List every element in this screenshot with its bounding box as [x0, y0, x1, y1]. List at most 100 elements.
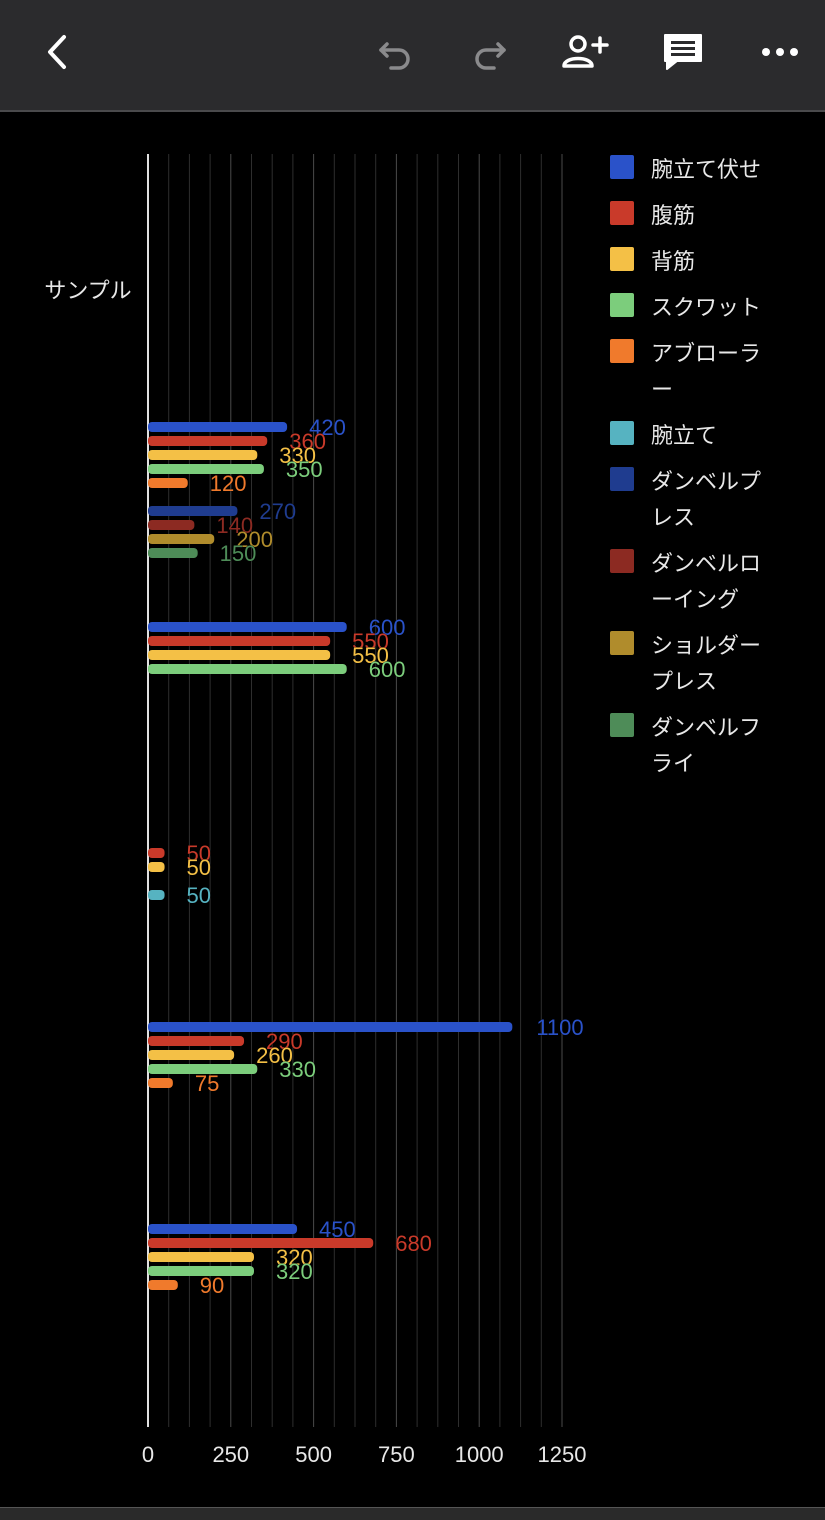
- bar: [148, 534, 215, 544]
- bar-value-label: 90: [200, 1273, 224, 1298]
- bar: [148, 890, 165, 900]
- bar-value-label: 600: [369, 657, 406, 682]
- legend-swatch: [610, 339, 634, 363]
- bar: [148, 622, 347, 632]
- bar: [148, 506, 238, 516]
- bar: [148, 650, 331, 660]
- bar-value-label: 75: [195, 1071, 219, 1096]
- legend-swatch: [610, 421, 634, 445]
- bar: [148, 664, 347, 674]
- bar-value-label: 140: [216, 513, 253, 538]
- legend-swatch: [610, 293, 634, 317]
- legend-item: 腕立て: [610, 418, 820, 454]
- bar-value-label: 600: [369, 615, 406, 640]
- bar-value-label: 550: [352, 629, 389, 654]
- bar: [148, 636, 331, 646]
- redo-icon[interactable]: [460, 22, 520, 82]
- bar-value-label: 120: [210, 471, 247, 496]
- bar: [148, 1280, 178, 1290]
- legend-label: ダンベルフライ: [651, 715, 762, 776]
- legend-swatch: [610, 713, 634, 737]
- legend-label: 腕立て: [651, 423, 718, 448]
- back-icon[interactable]: [28, 22, 88, 82]
- x-tick-label: 1250: [538, 1442, 587, 1467]
- comment-icon[interactable]: [653, 22, 713, 82]
- legend-item: 腕立て伏せ: [610, 152, 820, 188]
- bar-value-label: 350: [286, 457, 323, 482]
- legend-swatch: [610, 549, 634, 573]
- bar-value-label: 320: [276, 1259, 313, 1284]
- bar-value-label: 320: [276, 1245, 313, 1270]
- bar: [148, 1238, 374, 1248]
- bar-value-label: 360: [289, 429, 326, 454]
- bar-value-label: 200: [236, 527, 273, 552]
- bar: [148, 450, 258, 460]
- legend-swatch: [610, 631, 634, 655]
- bar: [148, 464, 264, 474]
- bar-value-label: 330: [279, 1057, 316, 1082]
- bar: [148, 862, 165, 872]
- bar-value-label: 290: [266, 1029, 303, 1054]
- legend-swatch: [610, 467, 634, 491]
- more-icon[interactable]: [750, 22, 810, 82]
- bar: [148, 1036, 245, 1046]
- x-tick-label: 250: [212, 1442, 249, 1467]
- legend-swatch: [610, 201, 634, 225]
- bar-value-label: 50: [187, 855, 211, 880]
- bar-value-label: 420: [309, 415, 346, 440]
- bottom-bar: [0, 1507, 825, 1520]
- bar-value-label: 1100: [536, 1015, 583, 1040]
- legend-label: ダンベルローイング: [651, 551, 762, 612]
- legend-item: ダンベルプレス: [610, 464, 820, 536]
- legend-item: ダンベルローイング: [610, 546, 820, 618]
- legend-label: スクワット: [651, 295, 762, 320]
- bar: [148, 548, 198, 558]
- bar-value-label: 50: [187, 883, 211, 908]
- legend-item: スクワット: [610, 290, 820, 326]
- bar: [148, 848, 165, 858]
- legend-label: 背筋: [651, 249, 696, 274]
- legend-label: アブローラー: [651, 341, 762, 402]
- legend-label: ショルダープレス: [651, 633, 762, 694]
- bar: [148, 1252, 254, 1262]
- legend-label: 腹筋: [651, 203, 696, 228]
- bar: [148, 1266, 254, 1276]
- bar: [148, 1064, 258, 1074]
- legend-item: 背筋: [610, 244, 820, 280]
- legend-item: 腹筋: [610, 198, 820, 234]
- bar-value-label: 260: [256, 1043, 293, 1068]
- bar-value-label: 150: [220, 541, 257, 566]
- bar: [148, 1078, 173, 1088]
- chart-legend: 腕立て伏せ腹筋背筋スクワットアブローラー腕立てダンベルプレス ダンベルローイングシ…: [610, 152, 820, 792]
- legend-item: ダンベルフライ: [610, 710, 820, 782]
- chart-area: 420 360 330 350 120 270 140 200 150 600 550 550 600 5…: [0, 112, 825, 1507]
- bar-value-label: 680: [395, 1231, 432, 1256]
- top-toolbar: [0, 0, 825, 112]
- bar-value-label: 450: [319, 1217, 356, 1242]
- bar-value-label: 270: [259, 499, 296, 524]
- x-tick-label: 500: [295, 1442, 332, 1467]
- bar-value-label: 50: [187, 841, 211, 866]
- bar-chart: 4203603303501202701402001506005505506005…: [44, 154, 587, 1467]
- legend-item: ショルダープレス: [610, 628, 820, 700]
- bar: [148, 1224, 298, 1234]
- bar-value-label: 330: [279, 443, 316, 468]
- legend-label: ダンベルプレス: [651, 469, 762, 530]
- category-label: サンプル: [44, 278, 131, 303]
- legend-label: 腕立て伏せ: [651, 157, 762, 182]
- undo-icon[interactable]: [365, 22, 425, 82]
- bar: [148, 520, 195, 530]
- legend-swatch: [610, 247, 634, 271]
- bar: [148, 1050, 235, 1060]
- bar: [148, 422, 288, 432]
- bar: [148, 478, 188, 488]
- bar: [148, 1022, 513, 1032]
- legend-item: アブローラー: [610, 336, 820, 408]
- x-tick-label: 1000: [455, 1442, 504, 1467]
- bar: [148, 436, 268, 446]
- legend-swatch: [610, 155, 634, 179]
- x-tick-label: 0: [142, 1442, 154, 1467]
- add-person-icon[interactable]: [555, 22, 615, 82]
- bar-value-label: 550: [352, 643, 389, 668]
- x-tick-label: 750: [378, 1442, 415, 1467]
